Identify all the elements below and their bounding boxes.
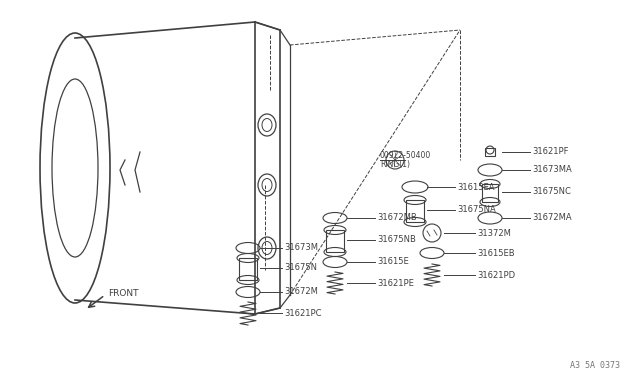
Bar — [326, 230, 344, 252]
Text: FRONT: FRONT — [108, 289, 138, 298]
Bar — [406, 200, 424, 222]
Bar — [239, 258, 257, 280]
Text: 31675NB: 31675NB — [377, 235, 416, 244]
Text: A3 5A 0373: A3 5A 0373 — [570, 360, 620, 369]
Text: 31675NC: 31675NC — [532, 187, 571, 196]
Text: 00922-50400: 00922-50400 — [380, 151, 431, 160]
Text: 31615E: 31615E — [377, 257, 409, 266]
Text: RING(1): RING(1) — [380, 160, 410, 169]
Text: 31615EA: 31615EA — [457, 183, 495, 192]
Text: 31621PF: 31621PF — [532, 148, 568, 157]
Text: 31672MA: 31672MA — [532, 214, 572, 222]
Text: 31621PD: 31621PD — [477, 270, 515, 279]
Text: 31673M: 31673M — [284, 244, 318, 253]
Text: 31675N: 31675N — [284, 263, 317, 273]
Text: 31672MB: 31672MB — [377, 214, 417, 222]
Bar — [485, 148, 495, 156]
Bar — [482, 184, 498, 202]
Text: 31621PE: 31621PE — [377, 279, 414, 288]
Text: 31621PC: 31621PC — [284, 308, 321, 317]
Text: 31615EB: 31615EB — [477, 248, 515, 257]
Text: 31675NA: 31675NA — [457, 205, 496, 215]
Text: 31372M: 31372M — [477, 228, 511, 237]
Text: 31672M: 31672M — [284, 288, 318, 296]
Text: 31673MA: 31673MA — [532, 166, 572, 174]
